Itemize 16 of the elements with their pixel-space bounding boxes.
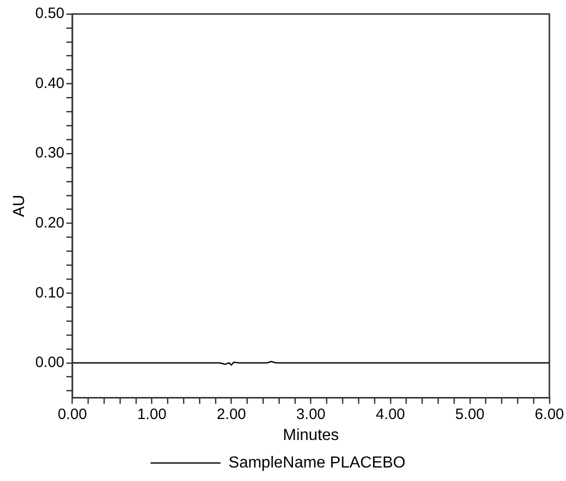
y-axis-title: AU bbox=[11, 194, 28, 218]
x-tick-label: 0.00 bbox=[58, 406, 87, 423]
x-tick-label: 6.00 bbox=[534, 406, 564, 423]
x-tick-label: 4.00 bbox=[376, 406, 405, 423]
x-tick-label: 1.00 bbox=[137, 406, 166, 423]
y-tick-label: 0.40 bbox=[35, 74, 64, 92]
x-tick-label: 3.00 bbox=[296, 406, 326, 423]
y-tick-label: 0.50 bbox=[35, 5, 64, 22]
x-tick-label: 2.00 bbox=[216, 406, 246, 423]
x-axis-title: Minutes bbox=[282, 426, 339, 444]
y-tick-label: 0.00 bbox=[35, 354, 64, 372]
legend-label: SampleName PLACEBO bbox=[228, 454, 406, 472]
x-tick-label: 5.00 bbox=[455, 406, 485, 423]
y-tick-label: 0.10 bbox=[35, 284, 64, 302]
y-tick-label: 0.20 bbox=[35, 214, 64, 232]
y-tick-label: 0.30 bbox=[35, 144, 64, 162]
